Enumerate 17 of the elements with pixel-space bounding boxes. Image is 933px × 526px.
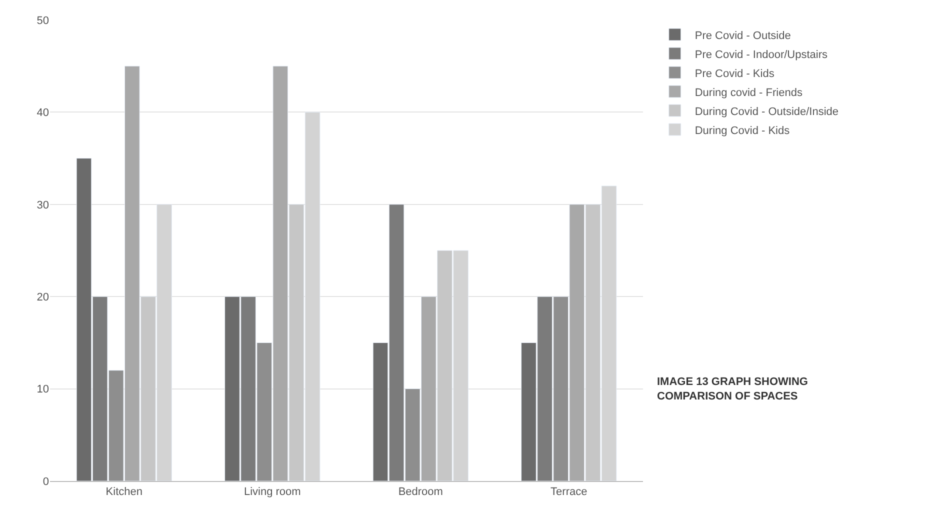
legend-label: During Covid - Outside/Inside: [694, 106, 839, 118]
legend-label: During Covid - Kids: [694, 124, 790, 137]
y-tick-label: 20: [36, 291, 49, 304]
x-tick-label: Bedroom: [398, 486, 443, 498]
x-tick-label: Living room: [244, 486, 301, 498]
legend-label: Pre Covid - Indoor/Upstairs: [694, 48, 828, 61]
y-tick-label: 10: [36, 384, 49, 396]
y-tick-label: 30: [36, 199, 49, 212]
x-tick-label: Terrace: [550, 486, 588, 498]
legend-label: Pre Covid - Outside: [694, 30, 791, 42]
text: IMAGE 13 GRAPH SHOWING COMPARISON OF SPACES: [657, 376, 808, 402]
legend-label: During covid - Friends: [694, 86, 803, 99]
x-tick-label: Kitchen: [106, 486, 142, 498]
y-tick-label: 50: [36, 14, 49, 27]
y-tick-label: 0: [42, 476, 49, 488]
legend-label: Pre Covid - Kids: [694, 68, 775, 80]
y-tick-label: 40: [36, 107, 49, 120]
